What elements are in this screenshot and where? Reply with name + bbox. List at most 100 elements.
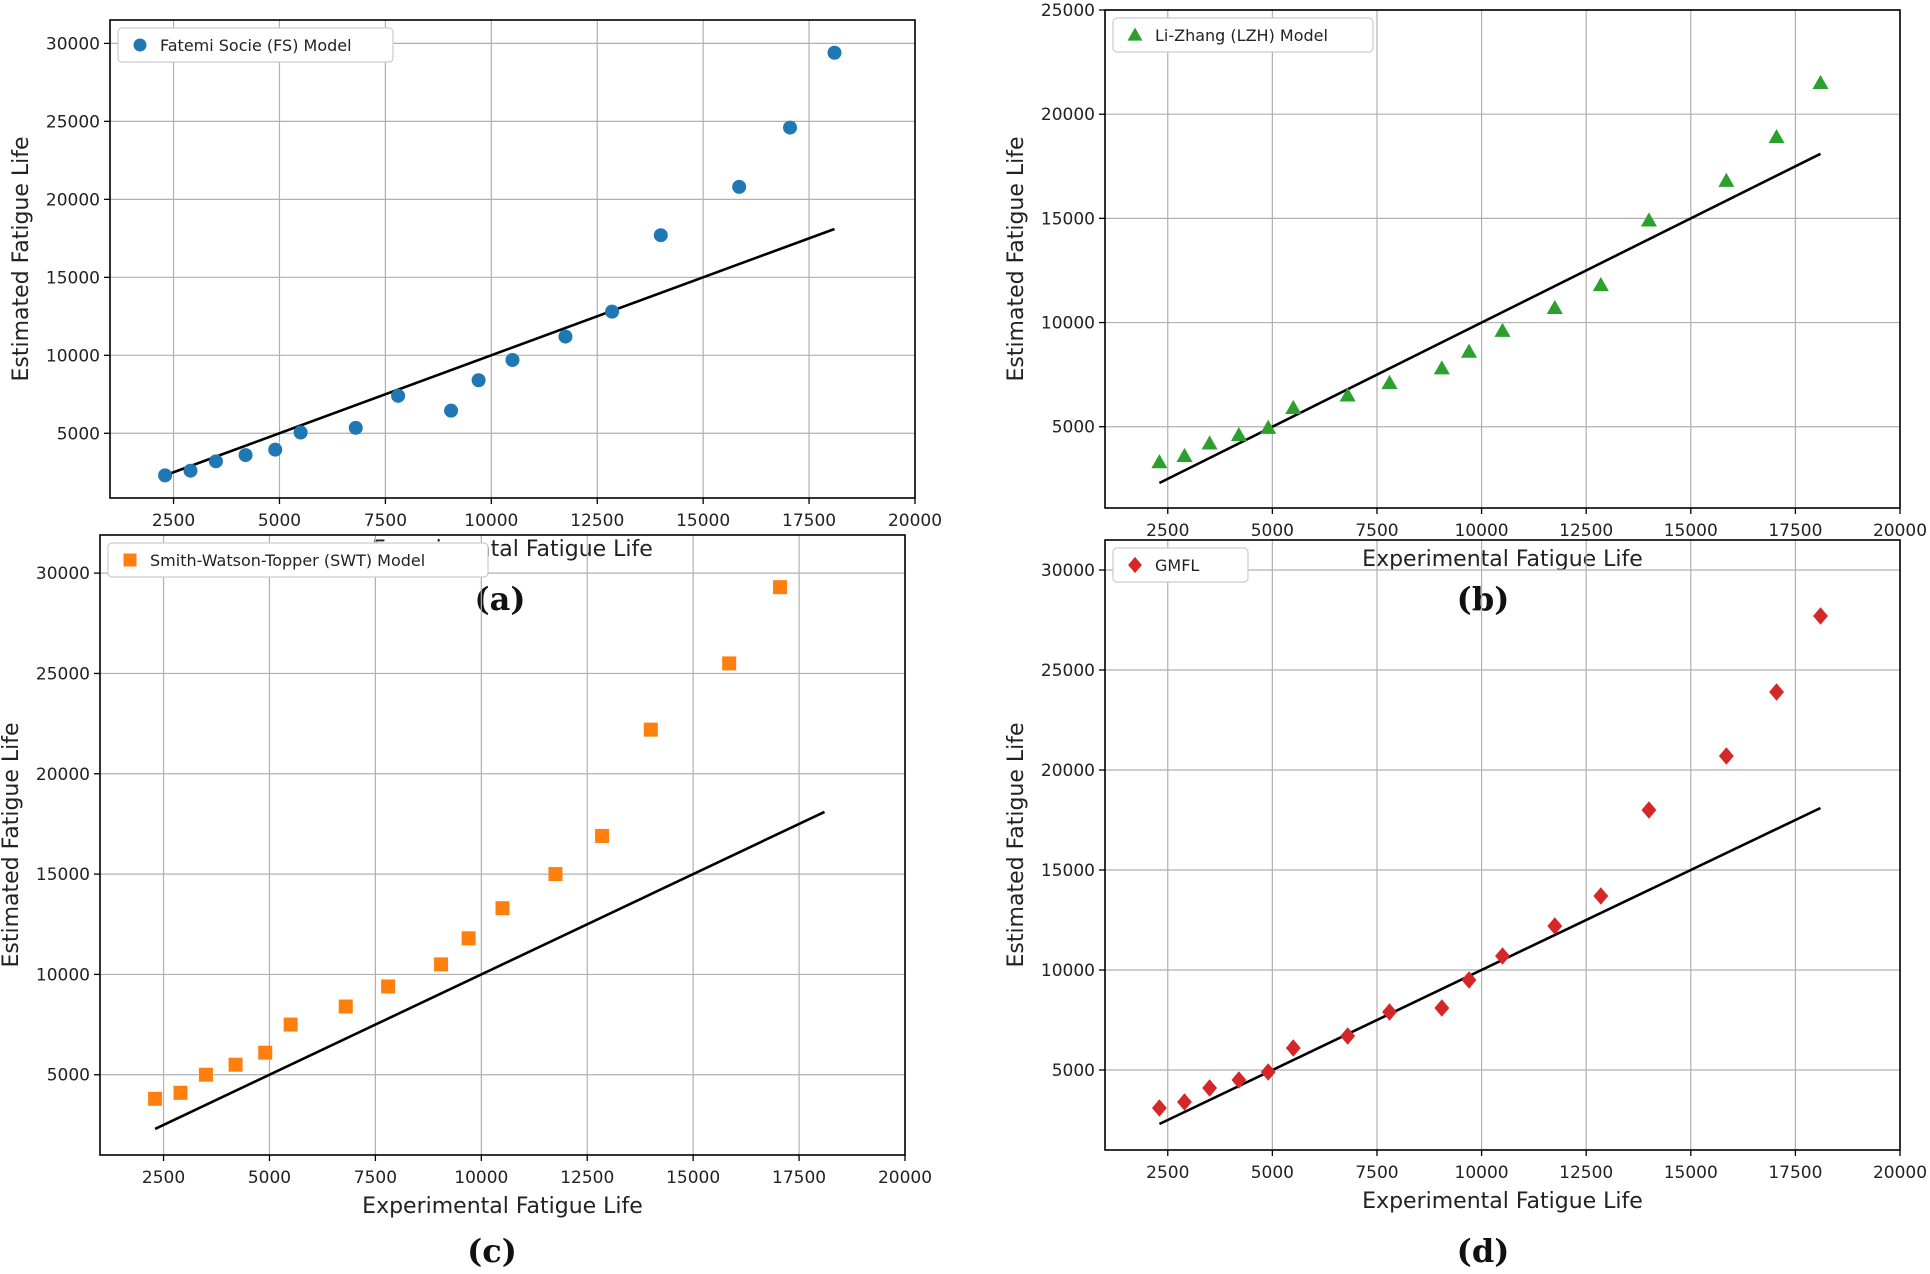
y-tick-label: 5000 xyxy=(1052,1061,1095,1081)
x-tick-label: 10000 xyxy=(1455,1163,1509,1183)
data-point xyxy=(1202,1079,1218,1097)
panel-caption: (a) xyxy=(474,580,525,618)
x-tick-label: 10000 xyxy=(464,511,518,531)
data-point xyxy=(1812,74,1829,89)
y-tick-label: 5000 xyxy=(1052,418,1095,438)
x-tick-label: 5000 xyxy=(1251,1163,1294,1183)
y-tick-label: 5000 xyxy=(47,1066,90,1086)
data-point xyxy=(1718,172,1735,187)
legend-label: Smith-Watson-Topper (SWT) Model xyxy=(150,551,425,570)
data-point xyxy=(1340,1027,1356,1045)
x-tick-label: 2500 xyxy=(1146,521,1189,541)
data-point xyxy=(1433,360,1450,375)
legend-box xyxy=(1112,17,1374,53)
panel-d: 2500 5000 7500 10000 12500 15000 17500 20000 500… xyxy=(1004,539,1927,1270)
x-tick-label: 2500 xyxy=(152,511,195,531)
data-point xyxy=(827,45,842,60)
data-point xyxy=(461,931,476,946)
x-tick-label: 12500 xyxy=(560,1168,614,1188)
data-point xyxy=(293,425,308,440)
y-tick-label: 30000 xyxy=(36,564,90,584)
data-point xyxy=(1151,454,1168,469)
x-tick-label: 20000 xyxy=(1873,1163,1927,1183)
x-tick-label: 20000 xyxy=(1873,521,1927,541)
plot-frame xyxy=(99,534,906,1156)
data-point xyxy=(434,957,449,972)
panel-caption: (c) xyxy=(467,1232,517,1270)
data-point xyxy=(1285,1039,1301,1057)
data-point xyxy=(258,1045,273,1060)
x-tick-label: 12500 xyxy=(1559,521,1613,541)
plot-frame xyxy=(1104,9,1901,509)
legend-label: Fatemi Socie (FS) Model xyxy=(160,36,352,55)
legend-label: GMFL xyxy=(1155,556,1199,575)
data-point xyxy=(338,999,353,1014)
y-tick-label: 25000 xyxy=(46,112,100,132)
data-point xyxy=(548,867,563,882)
x-tick-label: 15000 xyxy=(676,511,730,531)
y-axis-label: Estimated Fatigue Life xyxy=(0,722,24,967)
legend-label: Li-Zhang (LZH) Model xyxy=(1155,26,1328,45)
y-tick-label: 15000 xyxy=(1041,209,1095,229)
y-tick-label: 10000 xyxy=(1041,961,1095,981)
x-tick-label: 10000 xyxy=(1455,521,1509,541)
data-point xyxy=(471,373,486,388)
data-point xyxy=(595,828,610,843)
panel-c: 2500 5000 7500 10000 12500 15000 17500 20000 500… xyxy=(0,534,932,1270)
data-point xyxy=(268,442,283,457)
x-tick-label: 17500 xyxy=(782,511,836,531)
data-point xyxy=(1641,801,1657,819)
x-tick-label: 12500 xyxy=(1559,1163,1613,1183)
data-point xyxy=(1593,887,1609,905)
panel-caption: (b) xyxy=(1457,580,1510,618)
data-point xyxy=(283,1017,298,1032)
data-point xyxy=(1230,427,1247,442)
data-point xyxy=(1201,435,1218,450)
plot-frame xyxy=(1104,539,1901,1151)
y-axis-label: Estimated Fatigue Life xyxy=(9,136,34,381)
x-tick-label: 7500 xyxy=(364,511,407,531)
legend-marker xyxy=(123,553,137,567)
legend-marker xyxy=(1127,27,1143,41)
data-point xyxy=(1718,747,1734,765)
data-point xyxy=(238,448,253,463)
data-point xyxy=(1381,374,1398,390)
x-axis-label: Experimental Fatigue Life xyxy=(1362,547,1643,572)
data-point xyxy=(183,463,198,478)
data-point xyxy=(643,722,658,737)
x-tick-label: 7500 xyxy=(1355,1163,1398,1183)
y-axis-label: Estimated Fatigue Life xyxy=(1004,136,1029,381)
x-tick-label: 12500 xyxy=(570,511,624,531)
data-point xyxy=(1592,276,1609,292)
data-point xyxy=(391,388,406,403)
y-tick-label: 25000 xyxy=(1041,1,1095,21)
legend-box xyxy=(107,542,489,578)
legend-marker xyxy=(133,38,147,52)
x-tick-label: 10000 xyxy=(454,1168,508,1188)
y-tick-label: 5000 xyxy=(57,424,100,444)
x-tick-label: 20000 xyxy=(888,511,942,531)
data-point xyxy=(1768,129,1785,144)
data-point xyxy=(208,454,223,469)
panel-b: 2500 5000 7500 10000 12500 15000 17500 20000 500… xyxy=(1004,1,1927,618)
plot-frame xyxy=(109,19,916,499)
data-point xyxy=(1231,1071,1247,1089)
data-point xyxy=(1177,1093,1192,1111)
data-point xyxy=(605,304,620,319)
y-tick-label: 30000 xyxy=(46,34,100,54)
data-point xyxy=(1339,387,1356,402)
panel-caption: (d) xyxy=(1457,1232,1510,1270)
data-point xyxy=(1434,999,1450,1017)
data-point xyxy=(783,120,798,135)
data-point xyxy=(1546,299,1563,315)
x-tick-label: 17500 xyxy=(1768,521,1822,541)
data-point xyxy=(495,901,510,916)
data-point xyxy=(558,329,573,344)
data-point xyxy=(1460,343,1478,358)
y-axis-label: Estimated Fatigue Life xyxy=(1004,722,1029,967)
y-tick-label: 20000 xyxy=(1041,761,1095,781)
reference-line xyxy=(164,227,835,477)
data-point xyxy=(173,1085,188,1100)
y-tick-label: 20000 xyxy=(1041,105,1095,125)
